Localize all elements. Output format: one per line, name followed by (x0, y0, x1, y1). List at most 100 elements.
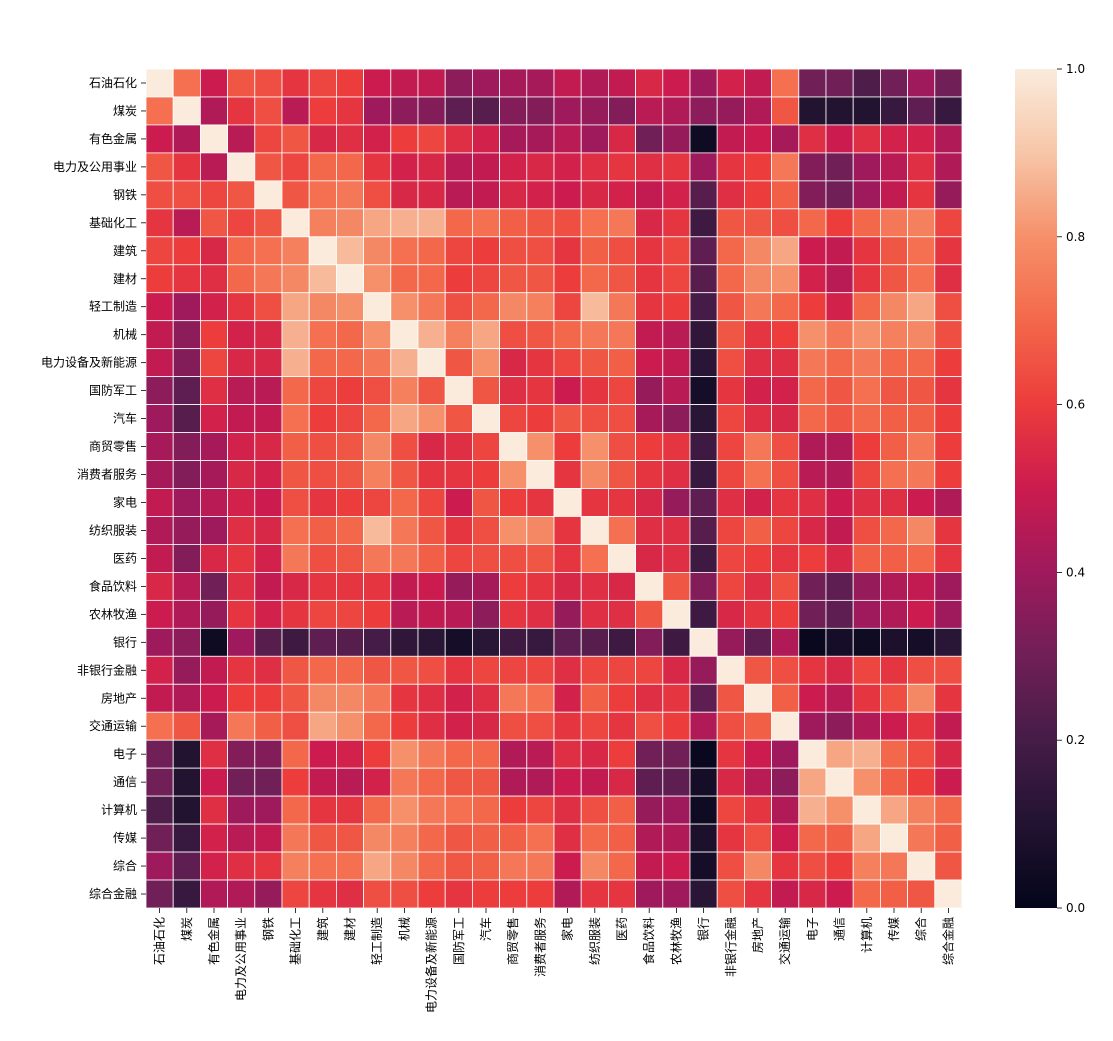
heatmap-cell (553, 264, 582, 294)
heatmap-cell (444, 627, 473, 657)
heatmap-cell (716, 683, 745, 713)
heatmap-cell (281, 879, 310, 909)
heatmap-cell (308, 655, 337, 685)
heatmap-cell (172, 404, 201, 433)
heatmap-cell (417, 68, 446, 98)
heatmap-cell (335, 320, 364, 350)
heatmap-cell (771, 627, 800, 657)
heatmap-cell (417, 404, 446, 433)
heatmap-cell (635, 627, 664, 657)
heatmap-cell (852, 96, 881, 126)
x-tick-label: 综合 (913, 917, 928, 941)
heatmap-cell (771, 683, 800, 713)
heatmap-cell (662, 572, 691, 601)
heatmap-cell (417, 879, 446, 909)
heatmap-cell (145, 823, 174, 853)
heatmap-cell (227, 851, 256, 881)
heatmap-cell (417, 683, 446, 713)
heatmap-cell (390, 767, 419, 797)
heatmap-cell (335, 739, 364, 769)
heatmap-cell (281, 404, 310, 433)
heatmap-cell (281, 655, 310, 685)
heatmap-cell (145, 599, 174, 629)
heatmap-cell (635, 711, 664, 741)
heatmap-cell (852, 572, 881, 601)
heatmap-cell (608, 180, 637, 210)
heatmap-cell (471, 655, 500, 685)
heatmap-cell (880, 236, 909, 266)
heatmap-cell (553, 599, 582, 629)
heatmap-cell (934, 516, 963, 545)
heatmap-cell (608, 795, 637, 825)
heatmap-cell (553, 460, 582, 489)
heatmap-cell (254, 180, 283, 210)
heatmap-cell (417, 376, 446, 406)
x-tick-label: 食品饮料 (641, 917, 656, 965)
heatmap-cell (499, 320, 528, 350)
heatmap-cell (335, 236, 364, 266)
heatmap-cell (553, 851, 582, 881)
heatmap-cell (145, 264, 174, 294)
y-tick-label: 消费者服务 (77, 467, 137, 482)
heatmap-cell (689, 124, 718, 154)
heatmap-cell (363, 348, 392, 378)
heatmap-cell (662, 124, 691, 154)
heatmap-cell (227, 124, 256, 154)
heatmap-cell (335, 348, 364, 378)
heatmap-cell (608, 432, 637, 461)
heatmap-cell (635, 236, 664, 266)
heatmap-cell (880, 683, 909, 713)
heatmap-cell (744, 683, 773, 713)
heatmap-cell (553, 627, 582, 657)
colorbar-tick-label: 0.6 (1066, 398, 1085, 412)
heatmap-cell (798, 516, 827, 545)
heatmap-cell (227, 711, 256, 741)
heatmap-cell (526, 376, 555, 406)
y-tick-label: 食品饮料 (89, 578, 137, 593)
heatmap-cell (145, 376, 174, 406)
heatmap-cell (580, 236, 609, 266)
heatmap-cell (744, 432, 773, 461)
heatmap-cell (553, 376, 582, 406)
heatmap-cell (689, 488, 718, 517)
y-tick-label: 煤炭 (113, 104, 137, 118)
heatmap-cell (145, 320, 174, 350)
heatmap-cell (771, 124, 800, 154)
heatmap-cell (281, 795, 310, 825)
heatmap-cell (608, 879, 637, 909)
heatmap-cell (145, 236, 174, 266)
heatmap-cell (825, 851, 854, 881)
heatmap-cell (907, 292, 936, 322)
heatmap-cell (907, 544, 936, 573)
heatmap-cell (172, 460, 201, 489)
heatmap-cell (444, 460, 473, 489)
heatmap-cell (471, 572, 500, 601)
heatmap-cell (907, 599, 936, 629)
heatmap-cell (390, 516, 419, 545)
heatmap-cell (907, 460, 936, 489)
heatmap-cell (798, 851, 827, 881)
heatmap-cell (145, 152, 174, 182)
heatmap-cell (635, 879, 664, 909)
heatmap-cell (308, 264, 337, 294)
heatmap-cell (880, 655, 909, 685)
heatmap-cell (363, 711, 392, 741)
heatmap-cell (308, 516, 337, 545)
heatmap-cell (716, 68, 745, 98)
heatmap-cell (880, 711, 909, 741)
heatmap-cell (335, 795, 364, 825)
heatmap-cell (363, 599, 392, 629)
heatmap-cell (608, 124, 637, 154)
heatmap-cell (254, 152, 283, 182)
colorbar-tick-label: 1.0 (1066, 62, 1085, 76)
heatmap-cell (172, 739, 201, 769)
heatmap-cell (444, 208, 473, 238)
heatmap-cell (880, 767, 909, 797)
heatmap-cell (499, 767, 528, 797)
heatmap-cell (199, 572, 228, 601)
heatmap-cell (771, 655, 800, 685)
heatmap-cell (852, 683, 881, 713)
heatmap-cell (825, 96, 854, 126)
heatmap-cell (145, 655, 174, 685)
heatmap-cell (662, 516, 691, 545)
